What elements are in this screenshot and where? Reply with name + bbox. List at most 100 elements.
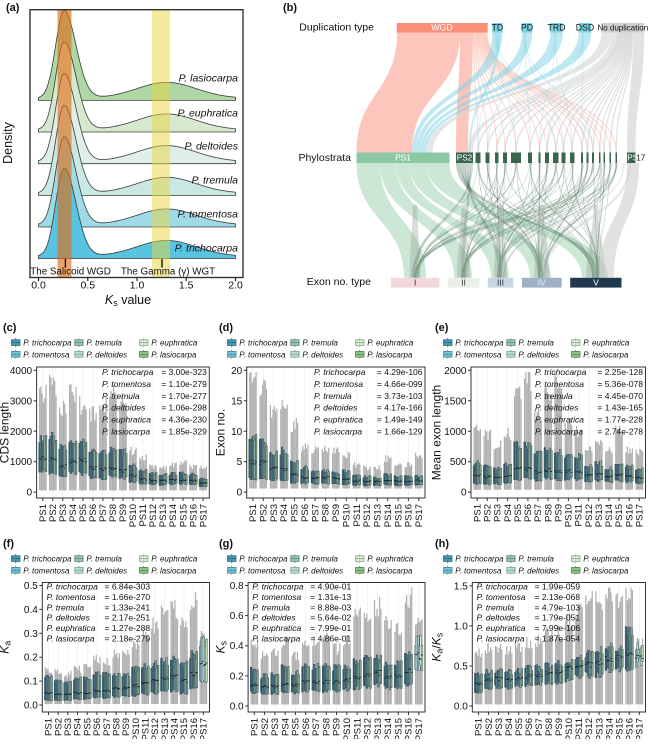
svg-text:P. tomentosa: P. tomentosa — [535, 379, 584, 389]
svg-text:= 5.36e-078: = 5.36e-078 — [597, 379, 643, 389]
svg-text:P. euphratica: P. euphratica — [367, 339, 414, 348]
svg-text:= 1.10e-279: = 1.10e-279 — [161, 379, 207, 389]
svg-text:PS11: PS11 — [352, 718, 363, 739]
svg-text:P. deltoides: P. deltoides — [252, 613, 296, 623]
svg-text:P. lasiocarpa: P. lasiocarpa — [367, 350, 413, 359]
svg-text:PS8: PS8 — [108, 504, 119, 522]
svg-text:P. deltoides: P. deltoides — [518, 566, 559, 575]
svg-text:1.5: 1.5 — [454, 581, 468, 592]
svg-text:PS3: PS3 — [63, 718, 74, 736]
svg-text:PS17: PS17 — [414, 504, 425, 527]
svg-text:Duplication type: Duplication type — [299, 22, 374, 34]
svg-text:PS3: PS3 — [58, 504, 69, 522]
svg-text:PS: PS — [627, 153, 638, 162]
svg-text:PS5: PS5 — [291, 718, 302, 736]
svg-text:= 4.45e-070: = 4.45e-070 — [597, 391, 643, 401]
svg-text:PS8: PS8 — [111, 718, 122, 736]
svg-text:P. tomentosa: P. tomentosa — [47, 592, 96, 602]
svg-text:PS13: PS13 — [594, 504, 605, 527]
svg-text:0: 0 — [27, 488, 33, 499]
svg-text:P. tremula: P. tremula — [102, 391, 140, 401]
svg-text:PS6: PS6 — [88, 504, 99, 522]
svg-text:PS15: PS15 — [614, 718, 625, 739]
svg-text:P. deltoides: P. deltoides — [302, 566, 343, 575]
svg-text:P. trichocarpa: P. trichocarpa — [455, 555, 504, 564]
svg-text:CDS length: CDS length — [0, 402, 12, 463]
svg-text:0.8: 0.8 — [230, 581, 244, 592]
svg-text:P. lasiocarpa: P. lasiocarpa — [151, 350, 197, 359]
svg-text:PS15: PS15 — [179, 718, 190, 739]
svg-text:2000: 2000 — [444, 366, 467, 377]
svg-text:PS16: PS16 — [404, 718, 415, 739]
svg-text:PS16: PS16 — [189, 718, 200, 739]
svg-text:PS12: PS12 — [362, 504, 373, 527]
svg-text:PS11: PS11 — [574, 504, 585, 527]
svg-text:DSD: DSD — [576, 23, 595, 33]
svg-text:P. euphratica: P. euphratica — [583, 339, 630, 348]
svg-text:PS12: PS12 — [148, 504, 159, 527]
svg-text:PS1: PS1 — [44, 718, 55, 736]
svg-text:P. lasiocarpa: P. lasiocarpa — [583, 566, 629, 575]
svg-text:PS8: PS8 — [544, 718, 555, 736]
svg-text:PS15: PS15 — [393, 718, 404, 739]
svg-text:P. euphratica: P. euphratica — [583, 555, 630, 564]
svg-text:P. tomentosa: P. tomentosa — [314, 379, 363, 389]
svg-text:P. tremula: P. tremula — [252, 602, 290, 612]
svg-text:Phylostrata: Phylostrata — [298, 152, 351, 164]
svg-text:= 4.79e-103: = 4.79e-103 — [535, 602, 581, 612]
svg-text:PS4: PS4 — [503, 504, 514, 522]
svg-text:= 1.49e-149: = 1.49e-149 — [377, 415, 423, 425]
svg-text:0.4: 0.4 — [24, 605, 38, 616]
svg-text:(e): (e) — [435, 322, 449, 334]
svg-text:(c): (c) — [3, 322, 17, 334]
svg-text:= 4.66e-099: = 4.66e-099 — [377, 379, 423, 389]
svg-text:PS4: PS4 — [68, 504, 79, 522]
svg-text:P. euphratica: P. euphratica — [314, 415, 363, 425]
svg-text:PS5: PS5 — [78, 504, 89, 522]
svg-text:PS2: PS2 — [484, 718, 495, 736]
svg-text:0.2: 0.2 — [230, 671, 244, 682]
svg-text:P. trichocarpa: P. trichocarpa — [455, 339, 504, 348]
svg-text:P. euphratica: P. euphratica — [102, 415, 151, 425]
svg-text:P. tomentosa: P. tomentosa — [455, 566, 502, 575]
svg-text:P. tremula: P. tremula — [518, 555, 554, 564]
svg-text:= 1.66e-270: = 1.66e-270 — [105, 592, 151, 602]
svg-text:0.1: 0.1 — [24, 677, 38, 688]
svg-text:P. deltoides: P. deltoides — [86, 566, 127, 575]
svg-text:PS17: PS17 — [414, 718, 425, 739]
svg-text:P. trichocarpa: P. trichocarpa — [175, 243, 239, 255]
svg-text:P. tremula: P. tremula — [302, 555, 338, 564]
svg-text:PS11: PS11 — [138, 504, 149, 527]
svg-text:P. lasiocarpa: P. lasiocarpa — [47, 634, 95, 644]
svg-text:= 6.84e-303: = 6.84e-303 — [105, 582, 151, 592]
svg-text:Ka/Ks: Ka/Ks — [430, 632, 445, 661]
svg-text:P. lasiocarpa: P. lasiocarpa — [583, 350, 629, 359]
svg-text:P. lasiocarpa: P. lasiocarpa — [535, 427, 583, 437]
svg-text:0.6: 0.6 — [230, 611, 244, 622]
svg-text:P. deltoides: P. deltoides — [535, 403, 579, 413]
svg-text:0.5: 0.5 — [454, 662, 468, 673]
svg-text:P. trichocarpa: P. trichocarpa — [102, 367, 154, 377]
svg-text:P. tremula: P. tremula — [86, 339, 122, 348]
svg-text:PS16: PS16 — [624, 504, 635, 527]
svg-text:PS13: PS13 — [373, 504, 384, 527]
svg-text:V: V — [593, 277, 599, 287]
svg-text:P. tremula: P. tremula — [477, 602, 515, 612]
svg-text:0.3: 0.3 — [24, 629, 38, 640]
svg-text:PS8: PS8 — [322, 718, 333, 736]
svg-text:PS16: PS16 — [404, 504, 415, 527]
svg-text:P. lasiocarpa: P. lasiocarpa — [252, 634, 300, 644]
svg-text:= 1.77e-228: = 1.77e-228 — [597, 415, 643, 425]
svg-text:= 2.74e-278: = 2.74e-278 — [597, 427, 643, 437]
svg-text:PS17: PS17 — [199, 718, 210, 739]
svg-text:= 1.70e-277: = 1.70e-277 — [161, 391, 207, 401]
svg-text:PS8: PS8 — [543, 504, 554, 522]
svg-text:No duplication: No duplication — [597, 24, 648, 33]
svg-text:P. tremula: P. tremula — [535, 391, 573, 401]
svg-text:= 2.17e-251: = 2.17e-251 — [105, 613, 151, 623]
svg-text:1.0: 1.0 — [454, 621, 468, 632]
svg-text:PS14: PS14 — [383, 718, 394, 739]
svg-text:PS16: PS16 — [188, 504, 199, 527]
svg-text:P. deltoides: P. deltoides — [518, 350, 559, 359]
svg-text:PS10: PS10 — [342, 718, 353, 739]
